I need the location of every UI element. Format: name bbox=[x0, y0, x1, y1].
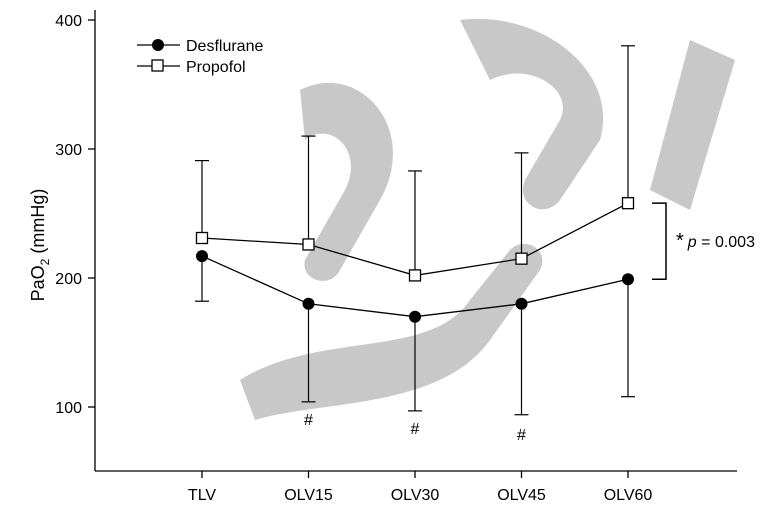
x-tick-label-olv45: OLV45 bbox=[497, 487, 546, 504]
x-tick-label-tlv: TLV bbox=[188, 487, 216, 504]
y-axis-label-subscript: 2 bbox=[38, 258, 52, 265]
legend-marker-desflurane bbox=[152, 39, 164, 51]
x-tick-label-olv60: OLV60 bbox=[604, 487, 653, 504]
point-propofol-tlv bbox=[195, 231, 209, 245]
significance-annotation: * p = 0.003 bbox=[652, 202, 755, 281]
legend-item-desflurane: Desflurane bbox=[137, 38, 263, 55]
error-bars bbox=[195, 45, 635, 416]
legend-label-propofol: Propofol bbox=[186, 59, 246, 76]
y-tick-label-300: 300 bbox=[55, 142, 82, 159]
legend-item-propofol: Propofol bbox=[137, 59, 246, 76]
point-desflurane-olv30 bbox=[409, 310, 421, 323]
hash-annotations: # # # bbox=[304, 412, 526, 444]
hash-mark-olv30: # bbox=[411, 421, 420, 438]
significance-p-value: = 0.003 bbox=[697, 234, 755, 251]
y-tick-label-200: 200 bbox=[55, 271, 82, 288]
legend-marker-propofol bbox=[151, 59, 164, 72]
significance-label: * p = 0.003 bbox=[676, 230, 755, 252]
significance-star: * bbox=[676, 230, 684, 252]
point-desflurane-olv45 bbox=[515, 297, 528, 310]
watermark bbox=[240, 18, 735, 420]
y-tick-label-100: 100 bbox=[55, 400, 82, 417]
legend-label-desflurane: Desflurane bbox=[186, 38, 263, 55]
point-desflurane-tlv bbox=[196, 250, 208, 263]
point-propofol-olv15 bbox=[302, 238, 315, 251]
y-ticks: 100 200 300 400 bbox=[55, 13, 95, 417]
y-axis-label: PaO2 (mmHg) bbox=[28, 189, 52, 302]
significance-p-symbol: p bbox=[687, 234, 697, 251]
point-desflurane-olv15 bbox=[302, 297, 315, 310]
hash-mark-olv15: # bbox=[304, 412, 313, 429]
point-propofol-olv60 bbox=[621, 197, 635, 210]
x-tick-label-olv15: OLV15 bbox=[284, 487, 333, 504]
series-markers bbox=[195, 197, 635, 323]
point-propofol-olv30 bbox=[408, 269, 422, 282]
legend: Desflurane Propofol bbox=[137, 38, 263, 76]
significance-bracket bbox=[652, 202, 667, 281]
y-axis-label-unit: (mmHg) bbox=[28, 189, 48, 259]
point-propofol-olv45 bbox=[515, 252, 528, 265]
x-ticks: TLV OLV15 OLV30 OLV45 OLV60 bbox=[188, 471, 652, 504]
y-tick-label-400: 400 bbox=[55, 13, 82, 30]
x-tick-label-olv30: OLV30 bbox=[391, 487, 440, 504]
hash-mark-olv45: # bbox=[517, 427, 526, 444]
point-desflurane-olv60 bbox=[622, 273, 634, 286]
